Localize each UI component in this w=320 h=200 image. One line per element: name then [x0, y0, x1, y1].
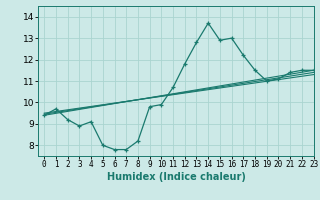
X-axis label: Humidex (Indice chaleur): Humidex (Indice chaleur) [107, 172, 245, 182]
